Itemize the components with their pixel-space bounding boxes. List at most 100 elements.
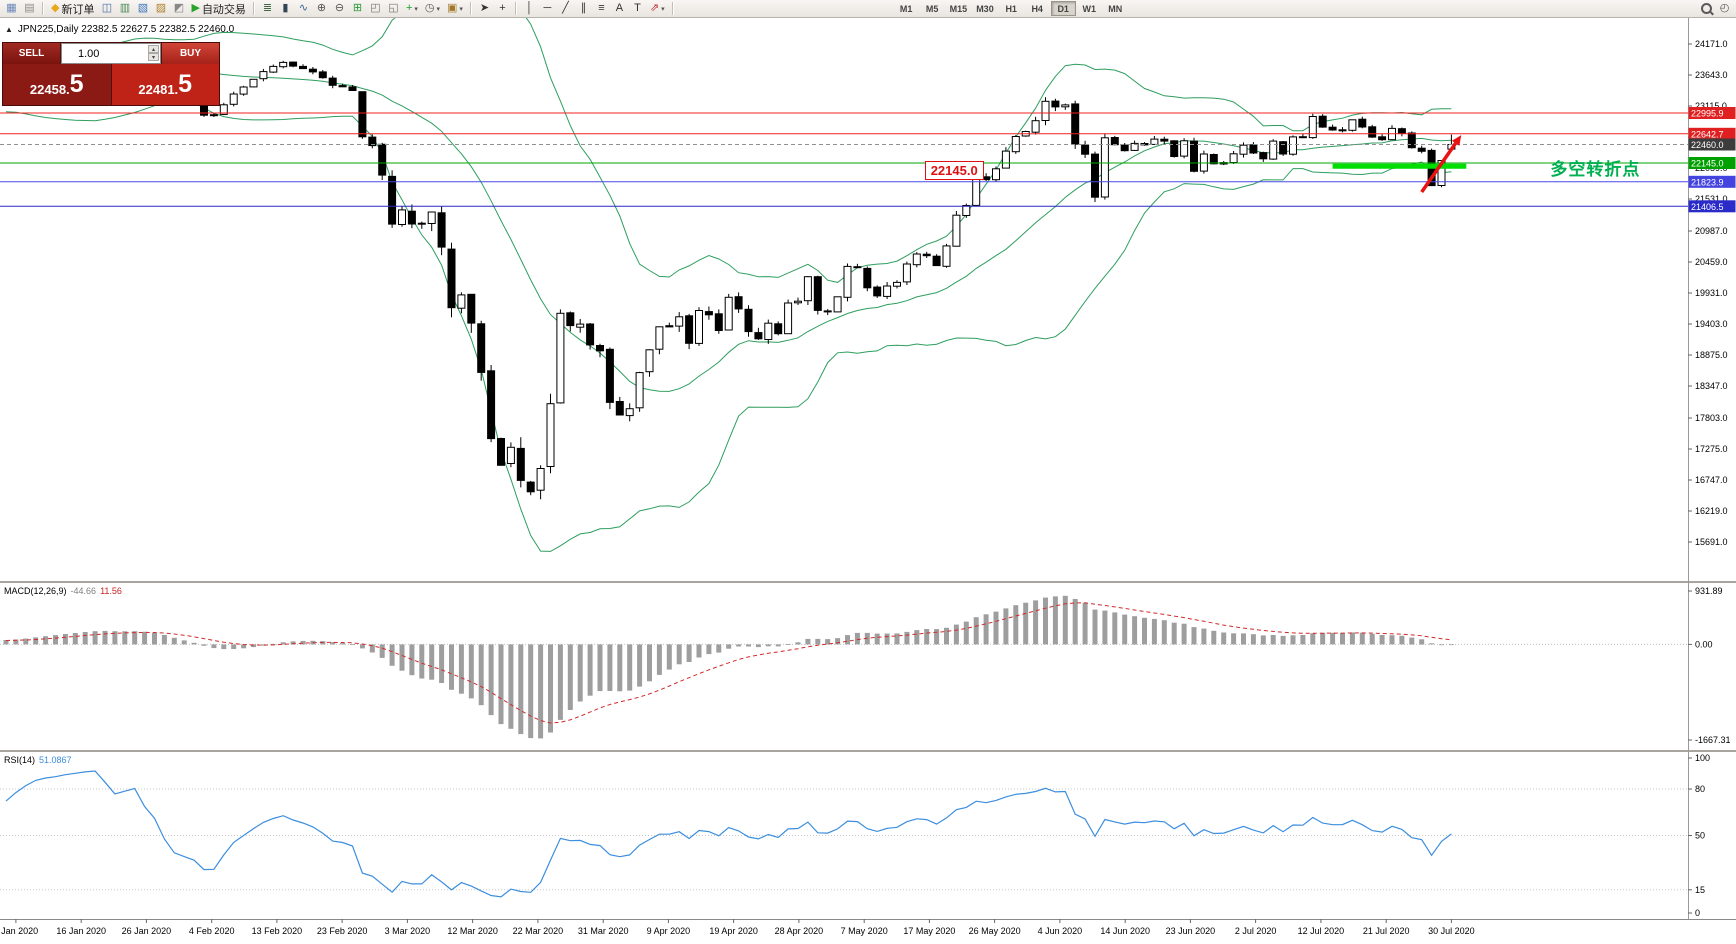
turning-point-annotation[interactable]: 多空转折点 [1550, 160, 1641, 179]
macd-name: MACD(12,26,9) [4, 586, 67, 596]
auto-arrange-icon[interactable]: ◱ [385, 1, 402, 17]
periods-button[interactable]: ◷ ▾ [422, 1, 443, 17]
macd-signal-value: 11.56 [100, 586, 122, 596]
arrows-button[interactable]: ⇗ ▾ [647, 1, 668, 17]
crosshair-icon[interactable]: + [494, 1, 511, 17]
svg-text:22995.9: 22995.9 [1691, 109, 1724, 119]
timeframe-h4[interactable]: H4 [1025, 1, 1050, 16]
volume-down-icon[interactable]: ▾ [148, 53, 159, 61]
price-axis[interactable]: 24171.023643.023115.022587.022059.021531… [1688, 39, 1736, 547]
cascade-windows-icon[interactable]: ◰ [367, 1, 384, 17]
chart-annotations[interactable] [1332, 135, 1467, 193]
equidistant-channel-icon[interactable]: ∥ [575, 1, 592, 17]
buy-button[interactable]: BUY [161, 43, 219, 64]
timeframe-d1[interactable]: D1 [1050, 1, 1076, 16]
market-watch-icon: ▧ [137, 2, 149, 14]
svg-text:7 May 2020: 7 May 2020 [841, 926, 888, 936]
timeframe-m15[interactable]: M15 [946, 1, 972, 16]
svg-text:-1667.31: -1667.31 [1695, 735, 1731, 745]
trendline-icon[interactable]: ╱ [557, 1, 574, 17]
pane-separators[interactable] [0, 18, 1736, 920]
market-watch-icon[interactable]: ▧ [134, 1, 151, 17]
data-window-icon[interactable]: ▥ [116, 1, 133, 17]
oneclick-toggle-icon[interactable]: ▲ [5, 25, 13, 34]
vertical-line-icon[interactable]: │ [521, 1, 538, 17]
svg-text:22 Mar 2020: 22 Mar 2020 [513, 926, 564, 936]
timeframe-h1[interactable]: H1 [999, 1, 1024, 16]
terminal-icon[interactable]: ◩ [170, 1, 187, 17]
dropdown-caret-icon: ▾ [414, 5, 418, 13]
svg-text:31 Mar 2020: 31 Mar 2020 [578, 926, 629, 936]
horizontal-line-icon[interactable]: ─ [539, 1, 556, 17]
horizontal-lines[interactable] [0, 112, 1688, 207]
profiles-icon: ▤ [24, 2, 35, 14]
crosshair-icon: + [499, 2, 506, 14]
new-order-button-label: 新订单 [61, 3, 95, 16]
rsi-indicator-label: RSI(14) 51.0867 [4, 755, 72, 765]
templates-button[interactable]: ▣ ▾ [444, 1, 466, 17]
vertical-line-icon: │ [526, 2, 533, 14]
volume-up-icon[interactable]: ▴ [148, 45, 159, 53]
toolbar-separator [514, 2, 517, 15]
equidistant-channel-icon: ∥ [580, 2, 587, 14]
timeframe-mn[interactable]: MN [1103, 1, 1128, 16]
price-badge: 21406.5 [1688, 200, 1736, 213]
timeframe-m30[interactable]: M30 [972, 1, 998, 16]
sell-button[interactable]: SELL [3, 43, 61, 64]
alerts-clock-icon[interactable]: ◴ [1716, 1, 1733, 17]
new-chart-icon: ▦ [6, 2, 17, 14]
svg-text:28 Apr 2020: 28 Apr 2020 [775, 926, 824, 936]
volume-input[interactable] [62, 46, 149, 61]
symbol-ohlc-label: ▲ JPN225,Daily 22382.5 22627.5 22382.5 2… [5, 24, 234, 35]
svg-text:2 Jul 2020: 2 Jul 2020 [1235, 926, 1277, 936]
candlestick-chart-icon[interactable]: ▮ [277, 1, 294, 17]
buy-price[interactable]: 22481. 5 [111, 64, 219, 105]
timeframe-m1[interactable]: M1 [894, 1, 919, 16]
navigator-icon[interactable]: ▨ [152, 1, 169, 17]
templates-icon: ▣ [447, 2, 458, 14]
sell-price-main: 22458. [29, 81, 70, 97]
bar-chart-icon[interactable]: ≣ [259, 1, 276, 17]
trend-arrow [1420, 142, 1458, 193]
profiles-icon[interactable]: ▤ [21, 1, 38, 17]
text-label-icon: T [634, 2, 641, 14]
new-chart-icon[interactable]: ▦ [3, 1, 20, 17]
chart-window: 24171.023643.023115.022587.022059.021531… [0, 18, 1736, 944]
bollinger-bands [5, 18, 1452, 552]
sell-price[interactable]: 22458. 5 [3, 64, 112, 105]
svg-text:21406.5: 21406.5 [1691, 202, 1724, 212]
cursor-icon[interactable]: ➤ [476, 1, 493, 17]
new-order-button[interactable]: ◆ 新订单 [48, 1, 97, 17]
timeframe-m5[interactable]: M5 [920, 1, 945, 16]
autotrading-button-label: 自动交易 [201, 3, 246, 16]
text-icon[interactable]: A [611, 1, 628, 17]
time-axis[interactable]: 7 Jan 2020 16 Jan 2020 26 Jan 2020 4 Feb 20… [0, 919, 1475, 936]
chart-canvas[interactable]: 24171.023643.023115.022587.022059.021531… [0, 18, 1736, 944]
indicators-button[interactable]: + ▾ [403, 1, 421, 17]
svg-text:3 Mar 2020: 3 Mar 2020 [385, 926, 431, 936]
rsi-pane [0, 770, 1688, 898]
autotrading-icon: ▶ [191, 2, 200, 14]
charts-grid-icon[interactable]: ◫ [98, 1, 115, 17]
indicators-add-icon: + [405, 2, 413, 14]
macd-pane [0, 595, 1688, 739]
text-label-icon[interactable]: T [629, 1, 646, 17]
svg-text:24171.0: 24171.0 [1695, 39, 1728, 49]
svg-text:26 May 2020: 26 May 2020 [969, 926, 1021, 936]
svg-text:21531.0: 21531.0 [1695, 194, 1728, 204]
svg-text:4 Jun 2020: 4 Jun 2020 [1038, 926, 1083, 936]
svg-text:100: 100 [1695, 753, 1710, 763]
search-icon[interactable] [1698, 1, 1715, 17]
zoom-out-icon[interactable]: ⊖ [331, 1, 348, 17]
zoom-in-icon[interactable]: ⊕ [313, 1, 330, 17]
fibonacci-icon[interactable]: ≡ [593, 1, 610, 17]
line-chart-icon[interactable]: ∿ [295, 1, 312, 17]
svg-text:23 Jun 2020: 23 Jun 2020 [1166, 926, 1216, 936]
price-callout[interactable]: 22145.0 [924, 161, 984, 180]
autotrading-button[interactable]: ▶ 自动交易 [188, 1, 248, 17]
price-badge: 22460.0 [1688, 138, 1736, 151]
timeframe-w1[interactable]: W1 [1077, 1, 1102, 16]
tile-windows-icon[interactable]: ⊞ [349, 1, 366, 17]
trend-arrow-head [1451, 135, 1462, 146]
price-badge: 22145.0 [1688, 157, 1736, 169]
